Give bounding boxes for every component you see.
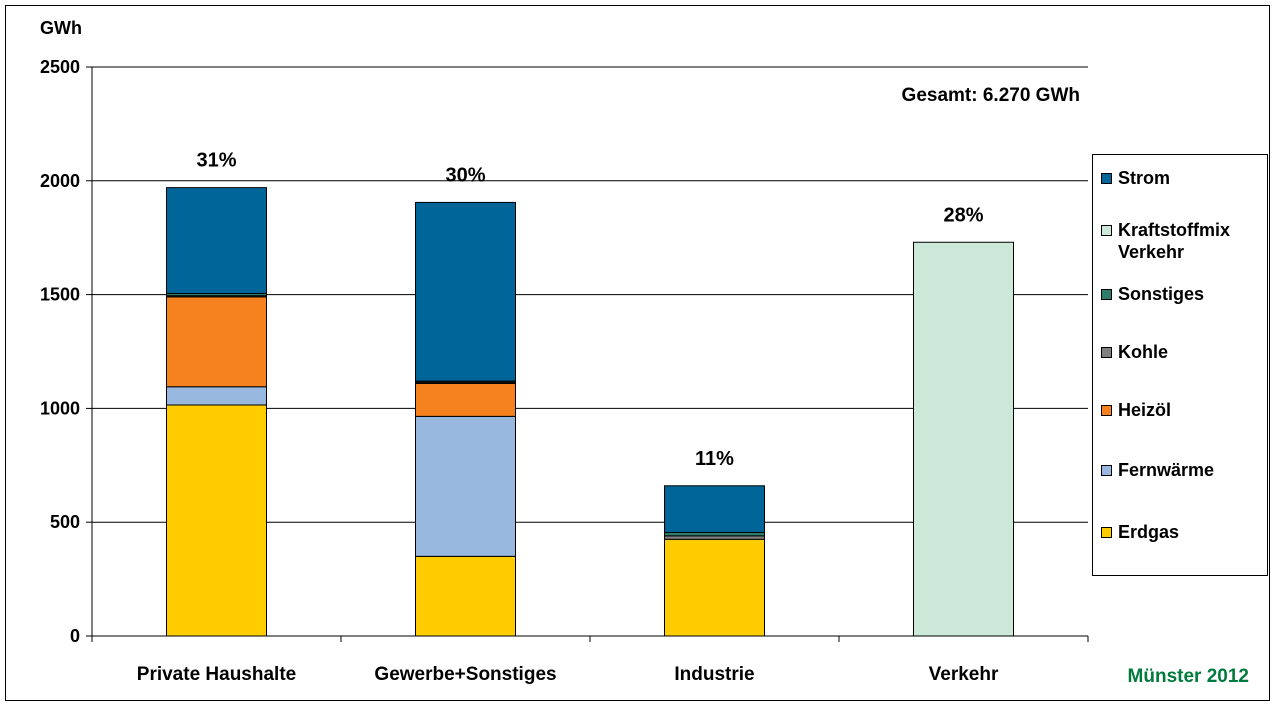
bar-segment xyxy=(415,201,516,382)
x-tick-label: Private Haushalte xyxy=(137,664,296,685)
bar-segment xyxy=(664,531,765,537)
legend-label: Heizöl xyxy=(1118,400,1172,420)
axes: 0 500 1000 1500 2000 2500 xyxy=(40,57,1089,646)
legend-item: Sonstiges xyxy=(1101,283,1258,305)
bar-segment xyxy=(664,538,765,637)
legend-item: Strom xyxy=(1101,167,1258,189)
legend-item: Kohle xyxy=(1101,341,1258,363)
legend-item: Erdgas xyxy=(1101,521,1258,543)
x-tick-label: Industrie xyxy=(674,664,754,685)
legend-swatch xyxy=(1101,173,1112,184)
bar-segment xyxy=(415,415,516,557)
legend: Strom Kraftstoffmix Verkehr Sonstiges Kohle… xyxy=(1092,154,1268,576)
bar-segment xyxy=(664,485,765,533)
bar-segment xyxy=(166,386,267,406)
total-annotation: Gesamt: 6.270 GWh xyxy=(901,85,1080,106)
legend-label: Strom xyxy=(1118,168,1171,188)
legend-swatch xyxy=(1101,347,1112,358)
bars xyxy=(166,187,1014,637)
legend-label: Kraftstoffmix Verkehr xyxy=(1118,220,1231,262)
corner-annotation: Münster 2012 xyxy=(1127,666,1249,687)
bar-percent-label: 28% xyxy=(943,204,983,226)
legend-label: Fernwärme xyxy=(1118,460,1215,480)
legend-swatch xyxy=(1101,289,1112,300)
bar-percent-label: 31% xyxy=(196,150,236,172)
labels: Private Haushalte 31% Gewerbe+Sonstiges 30%… xyxy=(137,150,999,685)
bar-segment xyxy=(166,187,267,294)
x-tick-label: Verkehr xyxy=(929,664,999,685)
x-tick-label: Gewerbe+Sonstiges xyxy=(374,664,556,685)
legend-label: Kohle xyxy=(1118,342,1169,362)
legend-swatch xyxy=(1101,465,1112,476)
bar-percent-label: 11% xyxy=(695,448,734,470)
y-tick-label: 1500 xyxy=(40,285,80,305)
y-tick-label: 2000 xyxy=(40,171,80,191)
y-tick-label: 2500 xyxy=(40,57,80,77)
bar-segment xyxy=(166,296,267,388)
y-tick-label: 500 xyxy=(50,512,80,532)
legend-swatch xyxy=(1101,225,1112,236)
bar-segment xyxy=(166,404,267,637)
legend-label: Erdgas xyxy=(1118,522,1180,542)
bar-percent-label: 30% xyxy=(445,164,485,186)
legend-swatch xyxy=(1101,527,1112,538)
bar-segment xyxy=(913,241,1014,637)
legend-label: Sonstiges xyxy=(1118,284,1205,304)
y-tick-label: 1000 xyxy=(40,398,80,418)
bar-segment xyxy=(415,382,516,417)
bar-segment xyxy=(664,535,765,540)
y-axis-label: GWh xyxy=(40,18,82,38)
y-tick-label: 0 xyxy=(70,626,80,646)
legend-swatch xyxy=(1101,405,1112,416)
legend-item: Kraftstoffmix Verkehr xyxy=(1101,219,1258,263)
bar-segment xyxy=(415,555,516,637)
legend-item: Heizöl xyxy=(1101,399,1258,421)
legend-item: Fernwärme xyxy=(1101,459,1258,481)
